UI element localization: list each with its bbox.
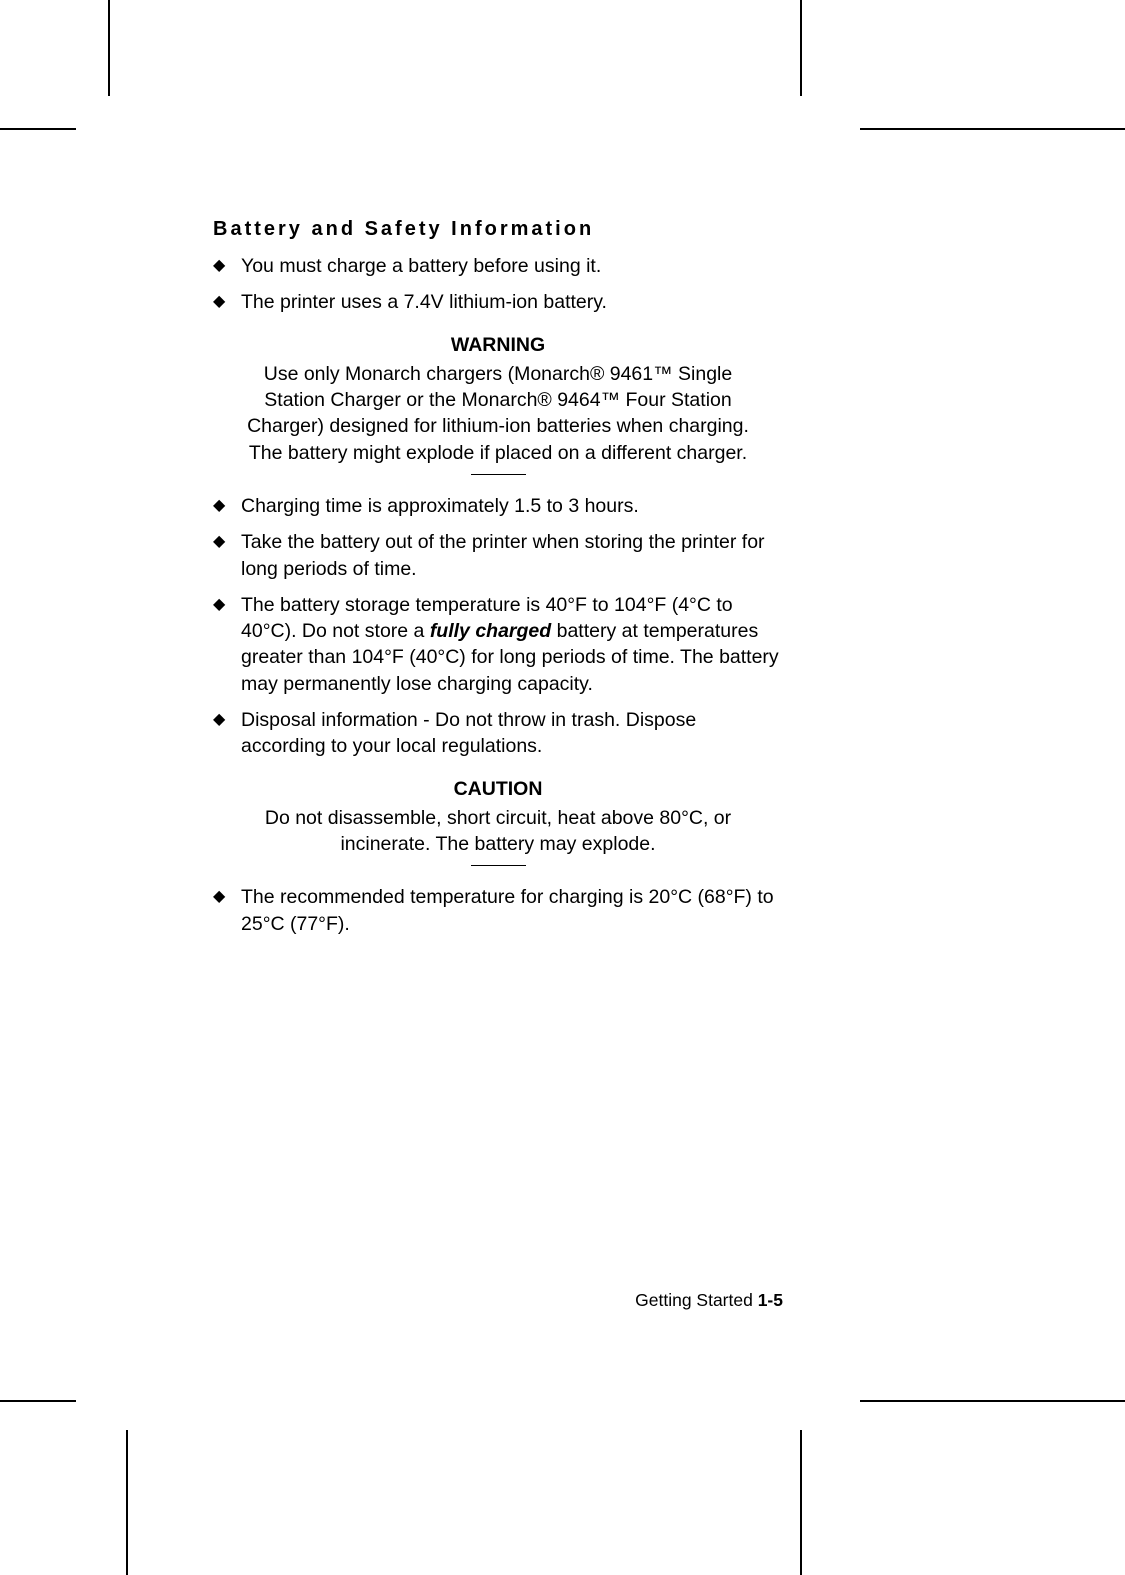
caution-heading: CAUTION [213, 778, 783, 801]
diamond-bullet-icon: ◆ [213, 289, 241, 313]
diamond-bullet-icon: ◆ [213, 493, 241, 517]
divider-rule [471, 474, 526, 475]
diamond-bullet-icon: ◆ [213, 884, 241, 908]
crop-mark [126, 1430, 128, 1575]
list-item: ◆ Charging time is approximately 1.5 to … [213, 493, 783, 519]
crop-mark [0, 128, 76, 130]
section-title: Battery and Safety Information [213, 218, 783, 241]
caution-body: Do not disassemble, short circuit, heat … [213, 805, 783, 858]
list-item: ◆ The battery storage temperature is 40°… [213, 592, 783, 697]
bullet-text: Take the battery out of the printer when… [241, 529, 783, 582]
page-content: Battery and Safety Information ◆ You mus… [213, 218, 783, 947]
bullet-list-top: ◆ You must charge a battery before using… [213, 253, 783, 316]
caution-block: CAUTION Do not disassemble, short circui… [213, 778, 783, 867]
crop-mark [860, 128, 1125, 130]
bullet-text: The printer uses a 7.4V lithium-ion batt… [241, 289, 783, 315]
warning-body: Use only Monarch chargers (Monarch® 9461… [213, 361, 783, 466]
list-item: ◆ The recommended temperature for chargi… [213, 884, 783, 937]
diamond-bullet-icon: ◆ [213, 592, 241, 616]
list-item: ◆ You must charge a battery before using… [213, 253, 783, 279]
divider-rule [471, 865, 526, 866]
list-item: ◆ Take the battery out of the printer wh… [213, 529, 783, 582]
diamond-bullet-icon: ◆ [213, 529, 241, 553]
crop-mark [800, 1430, 802, 1575]
crop-mark [800, 0, 802, 96]
crop-mark [860, 1400, 1125, 1402]
footer-section-label: Getting Started [635, 1290, 758, 1310]
bullet-text: The recommended temperature for charging… [241, 884, 783, 937]
bullet-text: You must charge a battery before using i… [241, 253, 783, 279]
bullet-text: Disposal information - Do not throw in t… [241, 707, 783, 760]
list-item: ◆ Disposal information - Do not throw in… [213, 707, 783, 760]
diamond-bullet-icon: ◆ [213, 253, 241, 277]
footer-page-number: 1-5 [758, 1290, 783, 1310]
list-item: ◆ The printer uses a 7.4V lithium-ion ba… [213, 289, 783, 315]
bullet-text: The battery storage temperature is 40°F … [241, 592, 783, 697]
crop-mark [0, 1400, 76, 1402]
text-emphasis: fully charged [430, 620, 551, 642]
warning-block: WARNING Use only Monarch chargers (Monar… [213, 334, 783, 475]
warning-heading: WARNING [213, 334, 783, 357]
bullet-text: Charging time is approximately 1.5 to 3 … [241, 493, 783, 519]
crop-mark [108, 0, 110, 96]
page-footer: Getting Started 1-5 [213, 1290, 783, 1311]
diamond-bullet-icon: ◆ [213, 707, 241, 731]
bullet-list-mid: ◆ Charging time is approximately 1.5 to … [213, 493, 783, 760]
bullet-list-bottom: ◆ The recommended temperature for chargi… [213, 884, 783, 937]
